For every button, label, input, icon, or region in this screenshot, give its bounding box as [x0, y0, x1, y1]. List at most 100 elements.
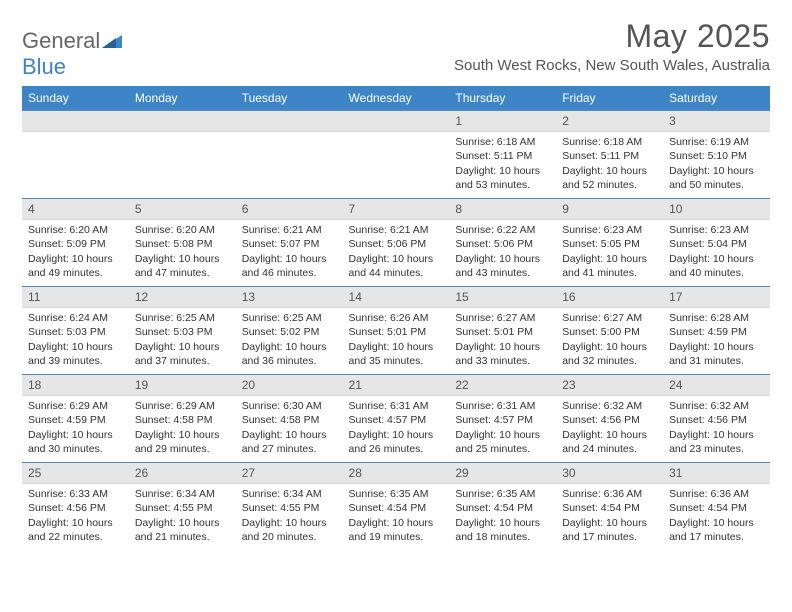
sunrise-text: Sunrise: 6:35 AM [455, 487, 550, 501]
daylight-text: Daylight: 10 hours and 35 minutes. [349, 340, 444, 368]
daylight-text: Daylight: 10 hours and 23 minutes. [669, 428, 764, 456]
sunrise-text: Sunrise: 6:31 AM [455, 399, 550, 413]
day-body: Sunrise: 6:36 AMSunset: 4:54 PMDaylight:… [663, 484, 770, 548]
daylight-text: Daylight: 10 hours and 52 minutes. [562, 164, 657, 192]
sunset-text: Sunset: 5:05 PM [562, 237, 657, 251]
sunset-text: Sunset: 4:57 PM [455, 413, 550, 427]
day-body: Sunrise: 6:21 AMSunset: 5:07 PMDaylight:… [236, 220, 343, 284]
sunset-text: Sunset: 5:06 PM [349, 237, 444, 251]
sunrise-text: Sunrise: 6:30 AM [242, 399, 337, 413]
calendar-day-cell: 17Sunrise: 6:28 AMSunset: 4:59 PMDayligh… [663, 287, 770, 375]
sunrise-text: Sunrise: 6:21 AM [349, 223, 444, 237]
daylight-text: Daylight: 10 hours and 39 minutes. [28, 340, 123, 368]
day-number: 30 [556, 463, 663, 484]
calendar-day-cell: 7Sunrise: 6:21 AMSunset: 5:06 PMDaylight… [343, 199, 450, 287]
sunrise-text: Sunrise: 6:23 AM [669, 223, 764, 237]
day-number: 3 [663, 111, 770, 132]
day-number: 23 [556, 375, 663, 396]
day-number: 20 [236, 375, 343, 396]
day-number: 29 [449, 463, 556, 484]
day-number: 8 [449, 199, 556, 220]
day-number: 31 [663, 463, 770, 484]
sunset-text: Sunset: 4:58 PM [242, 413, 337, 427]
sunrise-text: Sunrise: 6:25 AM [242, 311, 337, 325]
sunset-text: Sunset: 4:54 PM [562, 501, 657, 515]
sunset-text: Sunset: 5:11 PM [455, 149, 550, 163]
sunrise-text: Sunrise: 6:24 AM [28, 311, 123, 325]
calendar-day-cell [236, 111, 343, 199]
daylight-text: Daylight: 10 hours and 22 minutes. [28, 516, 123, 544]
sunset-text: Sunset: 5:00 PM [562, 325, 657, 339]
day-body: Sunrise: 6:32 AMSunset: 4:56 PMDaylight:… [556, 396, 663, 460]
day-number: 6 [236, 199, 343, 220]
sunset-text: Sunset: 4:58 PM [135, 413, 230, 427]
calendar-day-cell: 5Sunrise: 6:20 AMSunset: 5:08 PMDaylight… [129, 199, 236, 287]
sunrise-text: Sunrise: 6:32 AM [669, 399, 764, 413]
day-number: 5 [129, 199, 236, 220]
calendar-day-cell: 27Sunrise: 6:34 AMSunset: 4:55 PMDayligh… [236, 463, 343, 551]
calendar-day-cell: 26Sunrise: 6:34 AMSunset: 4:55 PMDayligh… [129, 463, 236, 551]
calendar-day-cell: 3Sunrise: 6:19 AMSunset: 5:10 PMDaylight… [663, 111, 770, 199]
brand-logo: GeneralBlue [22, 18, 122, 80]
calendar-day-cell [129, 111, 236, 199]
calendar-day-cell [22, 111, 129, 199]
day-body: Sunrise: 6:22 AMSunset: 5:06 PMDaylight:… [449, 220, 556, 284]
calendar-day-cell: 20Sunrise: 6:30 AMSunset: 4:58 PMDayligh… [236, 375, 343, 463]
weekday-header: Friday [556, 86, 663, 111]
calendar-day-cell: 12Sunrise: 6:25 AMSunset: 5:03 PMDayligh… [129, 287, 236, 375]
daylight-text: Daylight: 10 hours and 19 minutes. [349, 516, 444, 544]
calendar-day-cell: 18Sunrise: 6:29 AMSunset: 4:59 PMDayligh… [22, 375, 129, 463]
sunrise-text: Sunrise: 6:27 AM [562, 311, 657, 325]
day-body: Sunrise: 6:23 AMSunset: 5:04 PMDaylight:… [663, 220, 770, 284]
sunrise-text: Sunrise: 6:18 AM [455, 135, 550, 149]
day-body: Sunrise: 6:27 AMSunset: 5:00 PMDaylight:… [556, 308, 663, 372]
brand-text: GeneralBlue [22, 28, 122, 80]
day-number: 19 [129, 375, 236, 396]
logo-triangle-icon [102, 28, 122, 54]
sunrise-text: Sunrise: 6:29 AM [135, 399, 230, 413]
day-number: 16 [556, 287, 663, 308]
sunset-text: Sunset: 5:09 PM [28, 237, 123, 251]
day-body [236, 132, 343, 139]
calendar-day-cell: 30Sunrise: 6:36 AMSunset: 4:54 PMDayligh… [556, 463, 663, 551]
weekday-header: Tuesday [236, 86, 343, 111]
day-number: 27 [236, 463, 343, 484]
calendar-day-cell: 16Sunrise: 6:27 AMSunset: 5:00 PMDayligh… [556, 287, 663, 375]
day-body [343, 132, 450, 139]
day-body: Sunrise: 6:26 AMSunset: 5:01 PMDaylight:… [343, 308, 450, 372]
day-number [343, 111, 450, 132]
calendar-day-cell: 19Sunrise: 6:29 AMSunset: 4:58 PMDayligh… [129, 375, 236, 463]
month-title: May 2025 [454, 18, 770, 55]
sunset-text: Sunset: 4:56 PM [562, 413, 657, 427]
day-number: 7 [343, 199, 450, 220]
sunrise-text: Sunrise: 6:21 AM [242, 223, 337, 237]
sunset-text: Sunset: 4:59 PM [669, 325, 764, 339]
calendar-day-cell: 6Sunrise: 6:21 AMSunset: 5:07 PMDaylight… [236, 199, 343, 287]
day-body: Sunrise: 6:18 AMSunset: 5:11 PMDaylight:… [449, 132, 556, 196]
sunrise-text: Sunrise: 6:18 AM [562, 135, 657, 149]
sunset-text: Sunset: 5:01 PM [455, 325, 550, 339]
sunset-text: Sunset: 4:54 PM [349, 501, 444, 515]
calendar-day-cell [343, 111, 450, 199]
day-body: Sunrise: 6:21 AMSunset: 5:06 PMDaylight:… [343, 220, 450, 284]
weekday-header: Monday [129, 86, 236, 111]
calendar-week-row: 1Sunrise: 6:18 AMSunset: 5:11 PMDaylight… [22, 111, 770, 199]
sunset-text: Sunset: 4:56 PM [28, 501, 123, 515]
day-body: Sunrise: 6:33 AMSunset: 4:56 PMDaylight:… [22, 484, 129, 548]
header: GeneralBlue May 2025 South West Rocks, N… [22, 18, 770, 80]
calendar-week-row: 18Sunrise: 6:29 AMSunset: 4:59 PMDayligh… [22, 375, 770, 463]
daylight-text: Daylight: 10 hours and 32 minutes. [562, 340, 657, 368]
day-number: 15 [449, 287, 556, 308]
day-body: Sunrise: 6:25 AMSunset: 5:02 PMDaylight:… [236, 308, 343, 372]
weekday-header: Sunday [22, 86, 129, 111]
daylight-text: Daylight: 10 hours and 44 minutes. [349, 252, 444, 280]
brand-text-2: Blue [22, 54, 66, 79]
day-body: Sunrise: 6:27 AMSunset: 5:01 PMDaylight:… [449, 308, 556, 372]
weekday-header: Thursday [449, 86, 556, 111]
daylight-text: Daylight: 10 hours and 47 minutes. [135, 252, 230, 280]
sunrise-text: Sunrise: 6:29 AM [28, 399, 123, 413]
calendar-day-cell: 21Sunrise: 6:31 AMSunset: 4:57 PMDayligh… [343, 375, 450, 463]
daylight-text: Daylight: 10 hours and 50 minutes. [669, 164, 764, 192]
day-number: 18 [22, 375, 129, 396]
day-body: Sunrise: 6:18 AMSunset: 5:11 PMDaylight:… [556, 132, 663, 196]
